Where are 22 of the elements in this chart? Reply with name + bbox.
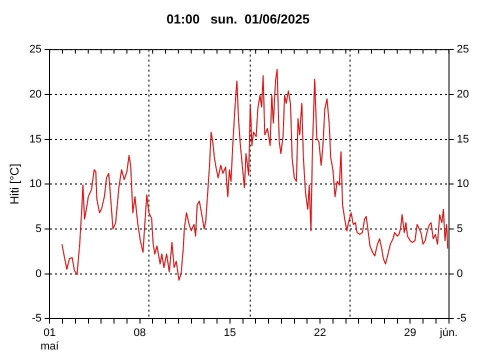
y-tick-label: 25 <box>29 44 42 56</box>
x-tick-label: 29 <box>404 327 416 340</box>
y2-tick-label: 15 <box>456 133 470 146</box>
y-tick-label: 0 <box>36 268 42 280</box>
y-tick-label: -5 <box>32 312 42 325</box>
y2-tick-label: 10 <box>456 178 470 190</box>
x-tick-label: 08 <box>134 327 146 340</box>
y2-tick-label: 20 <box>456 88 470 100</box>
x-tick-label: jún. <box>438 327 458 340</box>
y-tick-label: 20 <box>29 88 42 100</box>
chart-title: 01:00 sun. 01/06/2025 <box>166 11 310 26</box>
y2-tick-label: 25 <box>456 44 470 56</box>
y2-tick-label: -5 <box>456 312 467 325</box>
x-tick-label: 15 <box>224 327 236 340</box>
x-tick-label: 22 <box>314 327 326 340</box>
y-tick-label: 5 <box>36 222 42 235</box>
x-tick-label: 01 maí <box>40 327 60 352</box>
y2-tick-label: 5 <box>456 222 463 235</box>
y-tick-label: 10 <box>29 178 42 190</box>
y-tick-label: 15 <box>29 133 42 146</box>
y-axis-title: Hiti [°C] <box>8 164 22 205</box>
y2-tick-label: 0 <box>456 268 463 280</box>
